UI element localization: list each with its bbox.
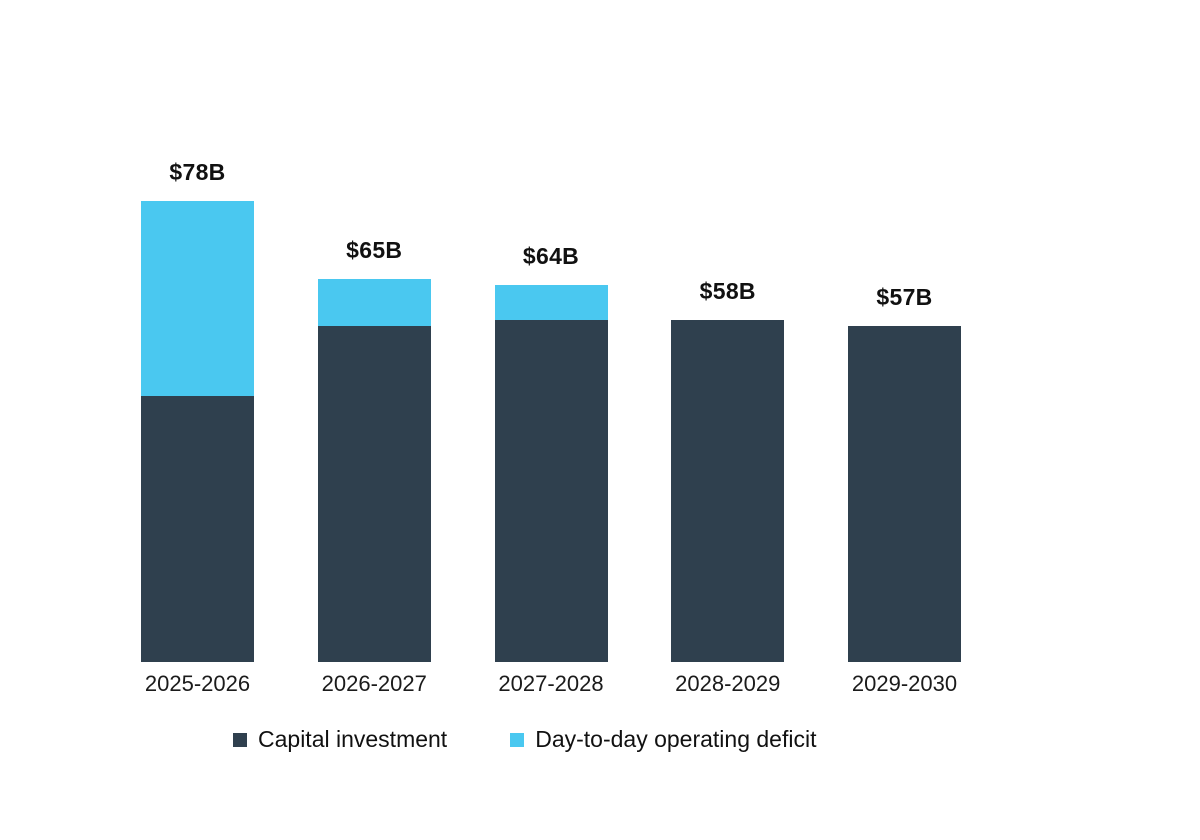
- bar-column-2025-2026: $78B: [141, 159, 254, 662]
- chart-legend: Capital investment Day-to-day operating d…: [233, 726, 816, 753]
- x-axis-label: 2026-2027: [321, 671, 427, 696]
- plot-area: $78B $65B $64B $58B $57B: [141, 0, 961, 662]
- x-axis-label: 2028-2029: [675, 671, 781, 696]
- bar-stack: [317, 279, 431, 662]
- legend-item-capital-investment: Capital investment: [233, 726, 447, 753]
- bar-segment-day-to-day-operating-deficit: [494, 285, 608, 320]
- legend-item-day-to-day-operating-deficit: Day-to-day operating deficit: [510, 726, 816, 753]
- bar-column-2027-2028: $64B: [494, 243, 608, 662]
- legend-label: Capital investment: [258, 726, 448, 752]
- bar-stack: [848, 326, 961, 662]
- bar-segment-capital-investment: [141, 396, 254, 662]
- legend-swatch-icon: [233, 732, 247, 747]
- x-axis-labels: 2025-2026 2026-2027 2027-2028 2028-2029 2029…: [141, 671, 961, 697]
- bar-total-label: $65B: [346, 237, 403, 263]
- bar-segment-day-to-day-operating-deficit: [141, 201, 254, 396]
- bar-column-2026-2027: $65B: [317, 237, 431, 662]
- bar-segment-capital-investment: [671, 320, 785, 662]
- bar-segment-day-to-day-operating-deficit: [317, 279, 431, 326]
- x-axis-label: 2025-2026: [144, 671, 251, 696]
- bar-stack: [494, 285, 608, 662]
- legend-label: Day-to-day operating deficit: [535, 726, 817, 752]
- bar-segment-capital-investment: [317, 326, 431, 662]
- bar-total-label: $58B: [699, 278, 756, 304]
- x-axis-label: 2029-2030: [851, 671, 958, 696]
- bar-column-2028-2029: $58B: [671, 278, 785, 662]
- bar-segment-capital-investment: [494, 320, 608, 662]
- bar-stack: [671, 320, 785, 662]
- bar-total-label: $78B: [169, 159, 226, 185]
- legend-swatch-icon: [510, 732, 525, 747]
- bar-stack: [141, 201, 254, 662]
- bar-total-label: $57B: [876, 284, 933, 310]
- bar-column-2029-2030: $57B: [848, 284, 961, 662]
- x-axis-label: 2027-2028: [498, 671, 604, 696]
- bar-total-label: $64B: [522, 243, 580, 269]
- bar-segment-capital-investment: [848, 326, 961, 662]
